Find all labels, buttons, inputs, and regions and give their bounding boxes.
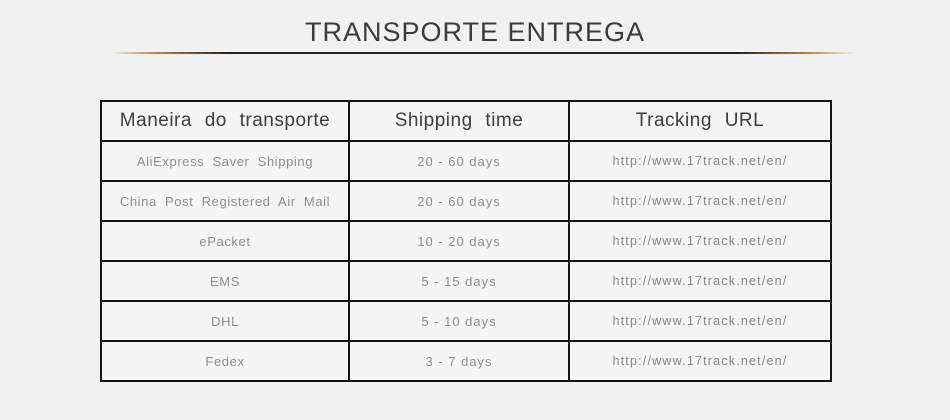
title-underline-decoration xyxy=(110,52,855,54)
tracking-url-cell: http://www.17track.net/en/ xyxy=(568,340,832,382)
table-row: ePacket 10 - 20 days http://www.17track.… xyxy=(100,220,832,262)
tracking-url-cell: http://www.17track.net/en/ xyxy=(568,260,832,302)
column-header-method: Maneira do transporte xyxy=(100,100,350,142)
tracking-url-cell: http://www.17track.net/en/ xyxy=(568,180,832,222)
shipping-time-cell: 20 - 60 days xyxy=(348,180,570,222)
table-header-row: Maneira do transporte Shipping time Trac… xyxy=(100,100,832,142)
page-title: TRANSPORTE ENTREGA xyxy=(304,17,646,47)
shipping-time-cell: 5 - 10 days xyxy=(348,300,570,342)
shipping-method-cell: Fedex xyxy=(100,340,350,382)
table-row: AliExpress Saver Shipping 20 - 60 days h… xyxy=(100,140,832,182)
column-header-tracking-url: Tracking URL xyxy=(568,100,832,142)
shipping-method-cell: ePacket xyxy=(100,220,350,262)
tracking-url-cell: http://www.17track.net/en/ xyxy=(568,220,832,262)
shipping-table: Maneira do transporte Shipping time Trac… xyxy=(100,100,832,382)
shipping-time-cell: 3 - 7 days xyxy=(348,340,570,382)
table-row: EMS 5 - 15 days http://www.17track.net/e… xyxy=(100,260,832,302)
table-row: Fedex 3 - 7 days http://www.17track.net/… xyxy=(100,340,832,382)
shipping-method-cell: DHL xyxy=(100,300,350,342)
column-header-shipping-time: Shipping time xyxy=(348,100,570,142)
table-row: DHL 5 - 10 days http://www.17track.net/e… xyxy=(100,300,832,342)
shipping-method-cell: EMS xyxy=(100,260,350,302)
shipping-time-cell: 10 - 20 days xyxy=(348,220,570,262)
tracking-url-cell: http://www.17track.net/en/ xyxy=(568,300,832,342)
tracking-url-cell: http://www.17track.net/en/ xyxy=(568,140,832,182)
shipping-time-cell: 5 - 15 days xyxy=(348,260,570,302)
shipping-time-cell: 20 - 60 days xyxy=(348,140,570,182)
shipping-method-cell: China Post Registered Air Mail xyxy=(100,180,350,222)
shipping-method-cell: AliExpress Saver Shipping xyxy=(100,140,350,182)
table-row: China Post Registered Air Mail 20 - 60 d… xyxy=(100,180,832,222)
